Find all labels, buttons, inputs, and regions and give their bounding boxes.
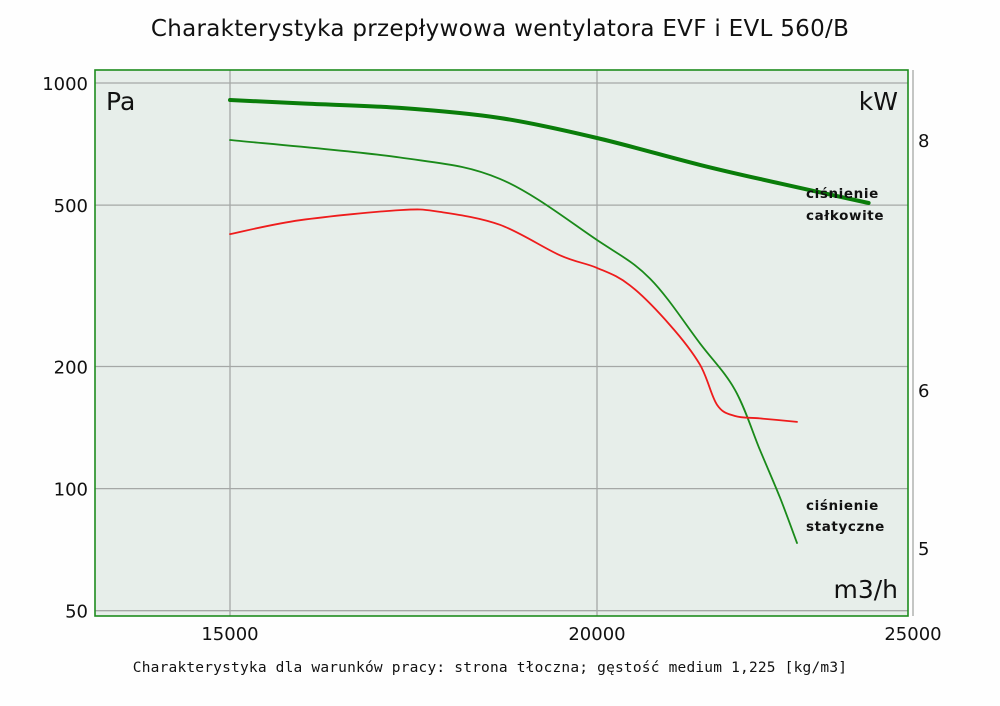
y-axis-unit-label: Pa	[106, 87, 135, 116]
plot-frame	[94, 69, 909, 617]
y-tick-label: 200	[54, 358, 88, 379]
chart-footnote: Charakterystyka dla warunków pracy: stro…	[132, 660, 848, 676]
x-tick-label: 15000	[201, 624, 258, 645]
series-label-total-pressure-line1: ciśnienie	[806, 186, 879, 202]
y-tick-label: 50	[65, 602, 88, 623]
plot-area	[95, 70, 908, 616]
y2-axis-unit-label: kW	[859, 87, 898, 116]
x-axis-unit-label: m3/h	[833, 575, 898, 604]
series-line-0	[228, 98, 871, 205]
y2-tick-label: 8	[918, 131, 929, 152]
x-tick-label: 25000	[884, 624, 941, 645]
series-group	[228, 98, 871, 544]
series-line-1	[229, 139, 798, 544]
series-line-2	[229, 208, 798, 423]
chart-title: Charakterystyka przepływowa wentylatora …	[150, 16, 850, 42]
y-tick-label: 1000	[42, 74, 88, 95]
ticks-group: 1000 500 200 100 50 15000 20000 25000 8 6 5	[42, 74, 941, 645]
y2-tick-label: 6	[918, 381, 929, 402]
y-tick-label: 500	[54, 196, 88, 217]
series-label-static-pressure-line1: ciśnienie	[806, 498, 879, 514]
y-tick-label: 100	[54, 480, 88, 501]
series-label-static-pressure-line2: statyczne	[806, 519, 885, 535]
y2-tick-label: 5	[918, 539, 929, 560]
grid	[95, 70, 914, 616]
series-label-total-pressure-line2: całkowite	[806, 208, 884, 224]
x-tick-label: 20000	[568, 624, 625, 645]
